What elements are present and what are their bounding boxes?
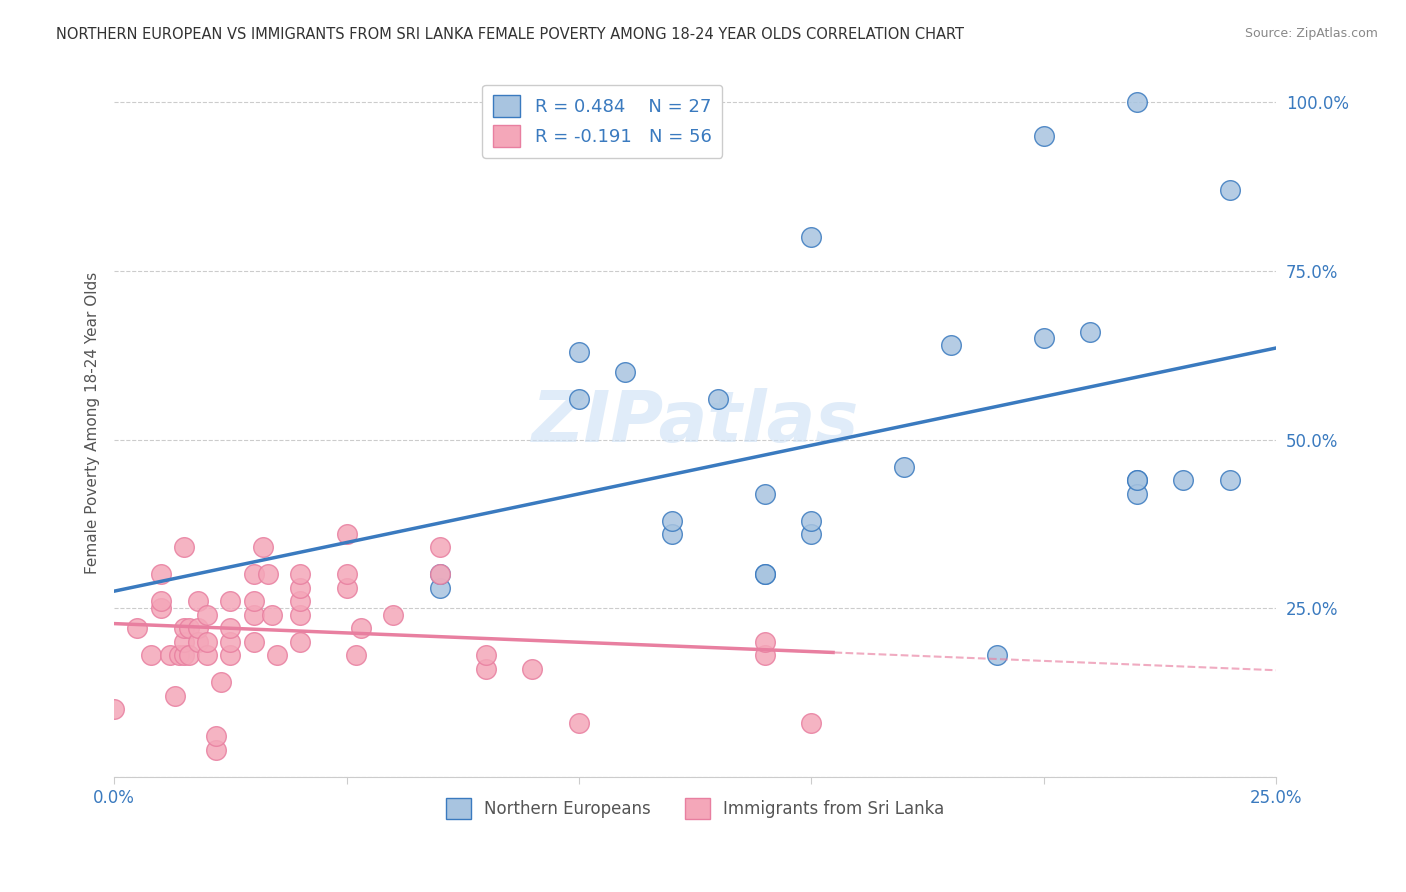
Y-axis label: Female Poverty Among 18-24 Year Olds: Female Poverty Among 18-24 Year Olds bbox=[86, 271, 100, 574]
Point bbox=[429, 581, 451, 595]
Point bbox=[288, 607, 311, 622]
Point bbox=[149, 567, 172, 582]
Point bbox=[429, 541, 451, 555]
Point bbox=[800, 230, 823, 244]
Point bbox=[1125, 95, 1147, 110]
Text: ZIPatlas: ZIPatlas bbox=[531, 388, 859, 458]
Point bbox=[1171, 473, 1194, 487]
Point bbox=[335, 567, 357, 582]
Point bbox=[163, 689, 186, 703]
Point bbox=[177, 648, 200, 663]
Point bbox=[707, 392, 730, 406]
Point bbox=[205, 730, 228, 744]
Point bbox=[754, 567, 776, 582]
Point bbox=[335, 527, 357, 541]
Point bbox=[141, 648, 163, 663]
Point bbox=[429, 567, 451, 582]
Point bbox=[195, 635, 218, 649]
Point bbox=[475, 648, 498, 663]
Point bbox=[173, 541, 195, 555]
Point bbox=[242, 594, 264, 608]
Point bbox=[939, 338, 962, 352]
Point bbox=[127, 622, 149, 636]
Point bbox=[266, 648, 288, 663]
Point bbox=[335, 581, 357, 595]
Point bbox=[349, 622, 371, 636]
Point bbox=[219, 622, 242, 636]
Point bbox=[219, 594, 242, 608]
Point bbox=[149, 594, 172, 608]
Point bbox=[262, 607, 284, 622]
Point bbox=[103, 702, 125, 716]
Text: NORTHERN EUROPEAN VS IMMIGRANTS FROM SRI LANKA FEMALE POVERTY AMONG 18-24 YEAR O: NORTHERN EUROPEAN VS IMMIGRANTS FROM SRI… bbox=[56, 27, 965, 42]
Point bbox=[242, 635, 264, 649]
Point bbox=[167, 648, 190, 663]
Point bbox=[187, 594, 209, 608]
Point bbox=[475, 662, 498, 676]
Text: Source: ZipAtlas.com: Source: ZipAtlas.com bbox=[1244, 27, 1378, 40]
Point bbox=[986, 648, 1008, 663]
Point bbox=[614, 365, 637, 379]
Point bbox=[288, 581, 311, 595]
Point bbox=[800, 527, 823, 541]
Point bbox=[1125, 473, 1147, 487]
Point bbox=[219, 635, 242, 649]
Point bbox=[256, 567, 278, 582]
Point bbox=[242, 607, 264, 622]
Point bbox=[173, 648, 195, 663]
Point bbox=[661, 527, 683, 541]
Point bbox=[177, 622, 200, 636]
Point bbox=[219, 648, 242, 663]
Point bbox=[242, 567, 264, 582]
Point bbox=[1125, 486, 1147, 500]
Point bbox=[568, 392, 591, 406]
Point bbox=[187, 635, 209, 649]
Point bbox=[195, 607, 218, 622]
Point bbox=[187, 622, 209, 636]
Point bbox=[893, 459, 915, 474]
Point bbox=[344, 648, 367, 663]
Point bbox=[568, 715, 591, 730]
Point bbox=[800, 715, 823, 730]
Point bbox=[209, 675, 232, 690]
Point bbox=[1219, 473, 1241, 487]
Point bbox=[288, 635, 311, 649]
Point bbox=[173, 622, 195, 636]
Point bbox=[1125, 473, 1147, 487]
Point bbox=[800, 514, 823, 528]
Point bbox=[288, 594, 311, 608]
Point bbox=[149, 601, 172, 615]
Point bbox=[205, 743, 228, 757]
Point bbox=[195, 648, 218, 663]
Point bbox=[754, 567, 776, 582]
Point bbox=[754, 648, 776, 663]
Point bbox=[382, 607, 405, 622]
Point bbox=[159, 648, 181, 663]
Point bbox=[1219, 183, 1241, 197]
Point bbox=[252, 541, 274, 555]
Point bbox=[429, 567, 451, 582]
Point bbox=[754, 635, 776, 649]
Point bbox=[173, 635, 195, 649]
Point bbox=[1078, 325, 1101, 339]
Point bbox=[754, 486, 776, 500]
Point bbox=[1032, 128, 1054, 143]
Point bbox=[661, 514, 683, 528]
Point bbox=[568, 344, 591, 359]
Legend: Northern Europeans, Immigrants from Sri Lanka: Northern Europeans, Immigrants from Sri … bbox=[440, 791, 950, 825]
Point bbox=[522, 662, 544, 676]
Point bbox=[288, 567, 311, 582]
Point bbox=[1032, 331, 1054, 345]
